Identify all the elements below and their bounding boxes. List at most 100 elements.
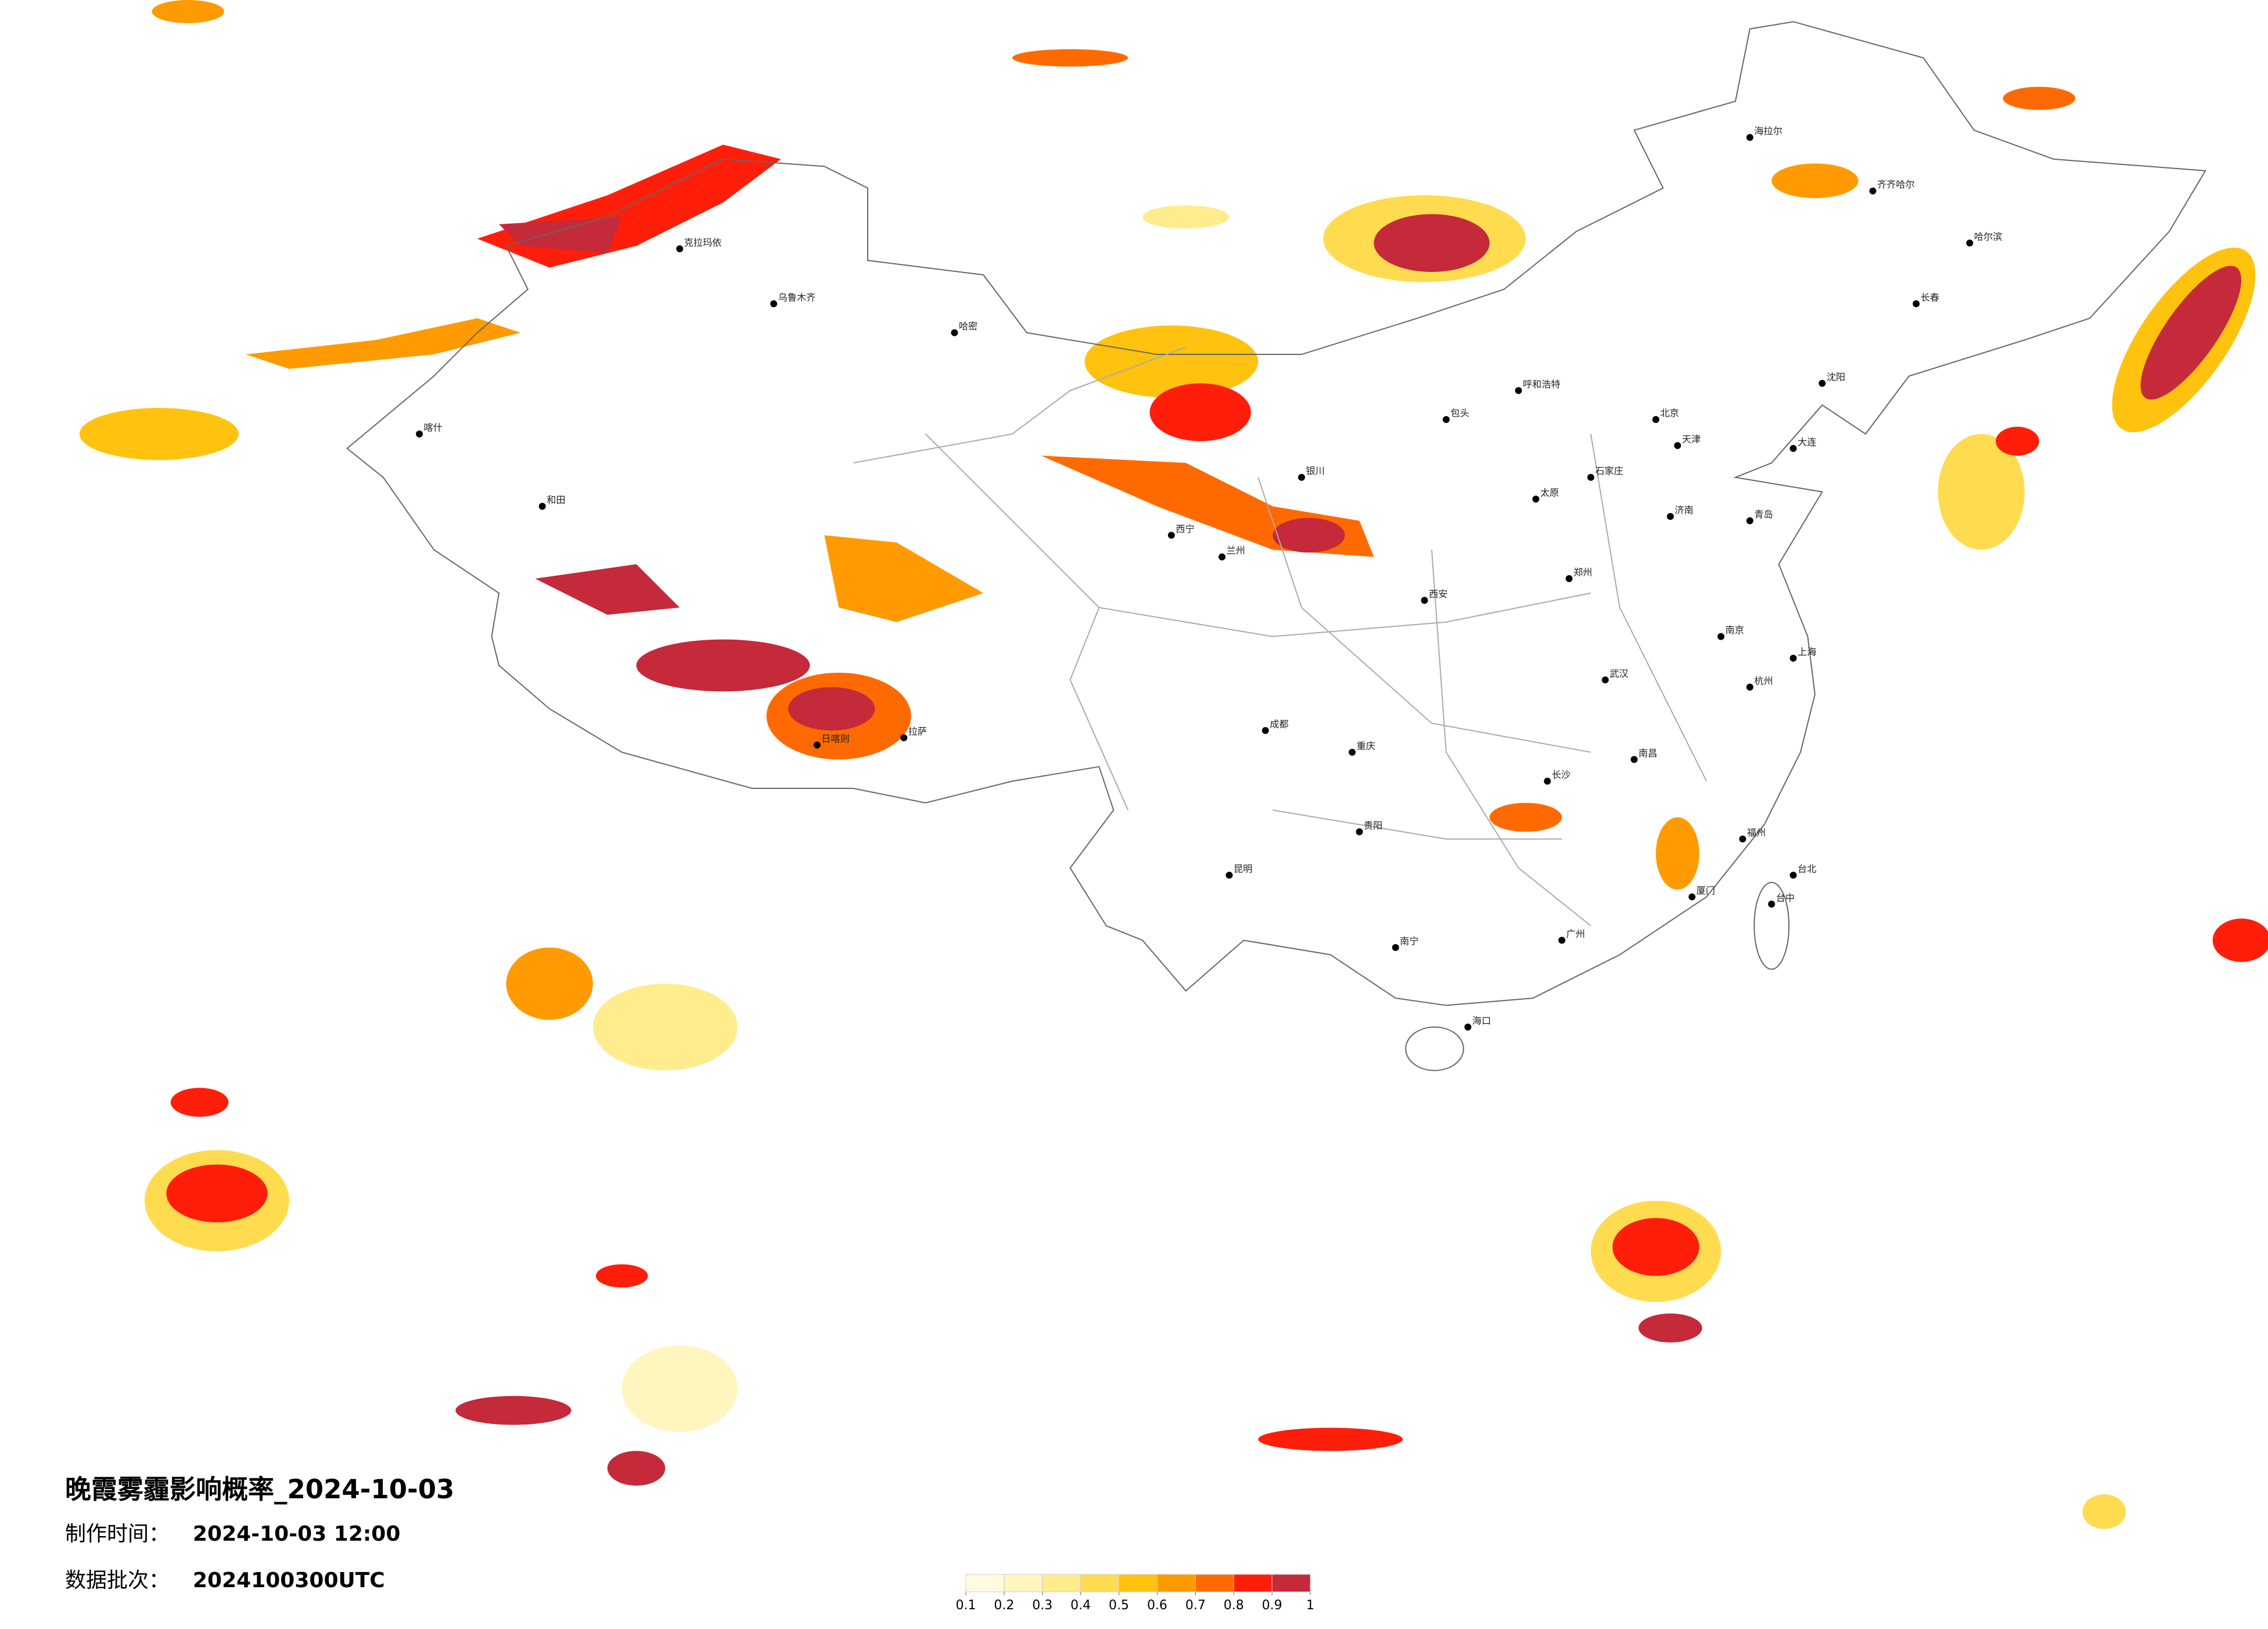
- legend-swatch: [1119, 1574, 1158, 1592]
- city-dot: [416, 430, 423, 437]
- city-dot: [1587, 473, 1594, 481]
- city-dot: [1464, 1023, 1472, 1031]
- city-dot: [1746, 683, 1753, 691]
- patch: [506, 947, 593, 1020]
- city-dot: [1219, 553, 1226, 561]
- city-dot: [1789, 444, 1797, 452]
- city-label: 北京: [1660, 408, 1679, 419]
- city-label: 长沙: [1552, 769, 1570, 780]
- city-label: 福州: [1747, 827, 1766, 838]
- patch: [1612, 1218, 1699, 1276]
- patch: [2140, 265, 2242, 400]
- legend-swatch: [965, 1574, 1005, 1592]
- city-dot: [1601, 676, 1609, 684]
- city-dot: [1746, 517, 1753, 525]
- city-label: 南京: [1726, 625, 1744, 636]
- island-border: [1405, 1026, 1464, 1071]
- patch: [595, 1264, 648, 1288]
- city-label: 台中: [1776, 892, 1795, 903]
- city-label: 长春: [1921, 292, 1939, 303]
- city-label: 贵阳: [1364, 820, 1382, 831]
- city-dot: [1652, 416, 1660, 424]
- patch: [824, 535, 984, 622]
- patch: [1149, 383, 1251, 442]
- city-dot: [1869, 187, 1877, 195]
- patch: [455, 1395, 572, 1425]
- city-label: 拉萨: [908, 726, 927, 737]
- city-dot: [1565, 575, 1573, 582]
- patch: [1142, 205, 1230, 229]
- city-dot: [1717, 633, 1725, 640]
- patch: [246, 318, 521, 369]
- city-label: 武汉: [1609, 668, 1628, 679]
- city-dot: [1768, 900, 1775, 908]
- city-label: 哈尔滨: [1974, 231, 2003, 242]
- legend-tick-label: 0.2: [994, 1598, 1014, 1613]
- city-dot: [676, 245, 684, 253]
- city-label: 石家庄: [1595, 465, 1623, 476]
- legend-tick-label: 0.7: [1185, 1598, 1206, 1613]
- city-label: 杭州: [1754, 675, 1773, 686]
- patch: [499, 217, 622, 253]
- city-dot: [1558, 937, 1566, 944]
- city-dot: [1298, 473, 1305, 481]
- city-label: 青岛: [1754, 509, 1773, 520]
- patch: [592, 984, 738, 1071]
- legend-tick-label: 0.4: [1070, 1598, 1091, 1613]
- city-dot: [1913, 300, 1920, 307]
- haze-patches: [79, 0, 2268, 1529]
- city-label: 喀什: [424, 422, 443, 433]
- city-dot: [1789, 654, 1797, 662]
- batch: 2024100300UTC: [193, 1569, 385, 1592]
- city-dot: [1746, 134, 1753, 141]
- patch: [1489, 802, 1562, 832]
- batch-label: 数据批次：: [65, 1569, 170, 1592]
- patch: [152, 0, 224, 23]
- legend-tick-label: 0.5: [1109, 1598, 1129, 1613]
- city-dot: [1167, 532, 1175, 539]
- legend-tick-label: 0.9: [1262, 1598, 1282, 1613]
- made-time: 2024-10-03 12:00: [193, 1522, 400, 1546]
- city-label: 沈阳: [1827, 371, 1845, 382]
- city-dot: [1225, 871, 1233, 879]
- city-label: 克拉玛依: [684, 237, 722, 248]
- city-label: 西安: [1429, 589, 1447, 600]
- city-label: 南宁: [1400, 935, 1418, 946]
- city-label: 兰州: [1227, 545, 1245, 556]
- city-label: 西宁: [1176, 523, 1194, 534]
- patch: [1996, 426, 2039, 456]
- patch: [79, 408, 239, 460]
- country-border: [346, 21, 2206, 1006]
- legend: 0.1 0.2 0.3 0.4 0.5 0.6 0.7 0.8 0.9 1: [956, 1574, 1314, 1613]
- island-border: [1753, 881, 1790, 970]
- city-dot: [1349, 748, 1356, 756]
- city-label: 包头: [1450, 408, 1469, 419]
- city-label: 重庆: [1357, 740, 1375, 751]
- legend-tick-label: 0.1: [956, 1598, 976, 1613]
- patch: [1374, 214, 1490, 272]
- city-label: 太原: [1540, 487, 1559, 498]
- patch: [621, 1345, 738, 1433]
- legend-swatch: [1156, 1574, 1196, 1592]
- city-dot: [1666, 512, 1674, 520]
- patch: [2003, 87, 2076, 110]
- city-label: 日喀则: [821, 733, 850, 744]
- city-dot: [1818, 379, 1826, 387]
- city-dot: [951, 329, 958, 336]
- city-label: 和田: [547, 494, 565, 505]
- legend-tick-label: 0.8: [1224, 1598, 1244, 1613]
- city-label: 大连: [1798, 436, 1816, 447]
- patch: [1638, 1313, 1702, 1343]
- city-label: 广州: [1566, 928, 1585, 939]
- city-dot: [770, 300, 778, 307]
- legend-swatch: [1004, 1574, 1043, 1592]
- city-label: 哈密: [959, 321, 977, 332]
- city-dot: [1739, 835, 1746, 843]
- city-label: 台北: [1798, 863, 1816, 874]
- city-dot: [1966, 239, 1974, 247]
- legend-swatch: [1042, 1574, 1081, 1592]
- borders: [346, 21, 2206, 1071]
